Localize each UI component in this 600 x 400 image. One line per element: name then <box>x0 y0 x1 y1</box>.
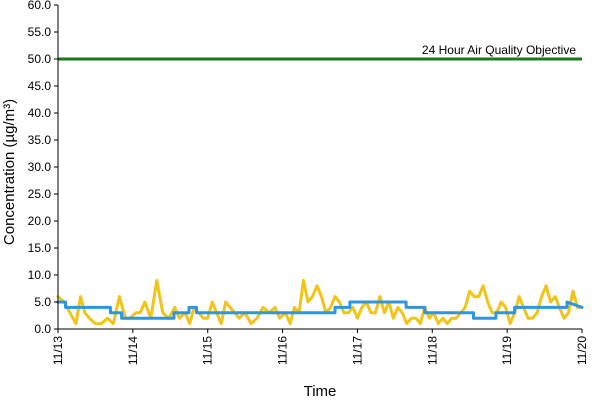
x-tick-label: 11/16 <box>276 336 290 365</box>
y-tick-label: 20.0 <box>28 214 52 228</box>
reference-line-layer: 24 Hour Air Quality Objective <box>58 43 582 61</box>
series-line-1 <box>56 300 584 320</box>
y-ticks: 0.0 5.0 10.0 15.0 20.0 25.0 30.0 35.0 40.0 45.0 50… <box>28 0 58 336</box>
x-ticks: 11/13 11/14 11/15 11/16 11/17 11/18 11/19 11/20 <box>51 329 589 365</box>
x-tick-label: 11/19 <box>500 336 514 365</box>
y-tick-label: 25.0 <box>28 187 52 201</box>
y-tick-label: 30.0 <box>28 160 52 174</box>
x-tick-label: 11/17 <box>350 336 364 365</box>
y-tick-label: 45.0 <box>28 79 52 93</box>
y-tick-label: 15.0 <box>28 241 52 255</box>
series-layer <box>56 278 584 326</box>
series-line-0 <box>56 278 584 326</box>
y-tick-label: 40.0 <box>28 106 52 120</box>
y-axis-title: Concentration (µg/m³) <box>1 99 18 245</box>
x-tick-label: 11/13 <box>51 336 65 365</box>
y-tick-label: 50.0 <box>28 52 52 66</box>
x-tick-label: 11/20 <box>575 336 589 365</box>
x-tick-label: 11/14 <box>126 336 140 365</box>
y-tick-label: 0.0 <box>34 322 51 336</box>
x-tick-label: 11/18 <box>425 336 439 365</box>
reference-line-label: 24 Hour Air Quality Objective <box>422 43 576 57</box>
y-tick-label: 5.0 <box>34 295 51 309</box>
y-tick-label: 10.0 <box>28 268 52 282</box>
y-tick-label: 55.0 <box>28 25 52 39</box>
x-tick-label: 11/15 <box>201 336 215 365</box>
x-axis-title: Time <box>304 383 337 400</box>
y-tick-label: 35.0 <box>28 133 52 147</box>
y-tick-label: 60.0 <box>28 0 52 12</box>
